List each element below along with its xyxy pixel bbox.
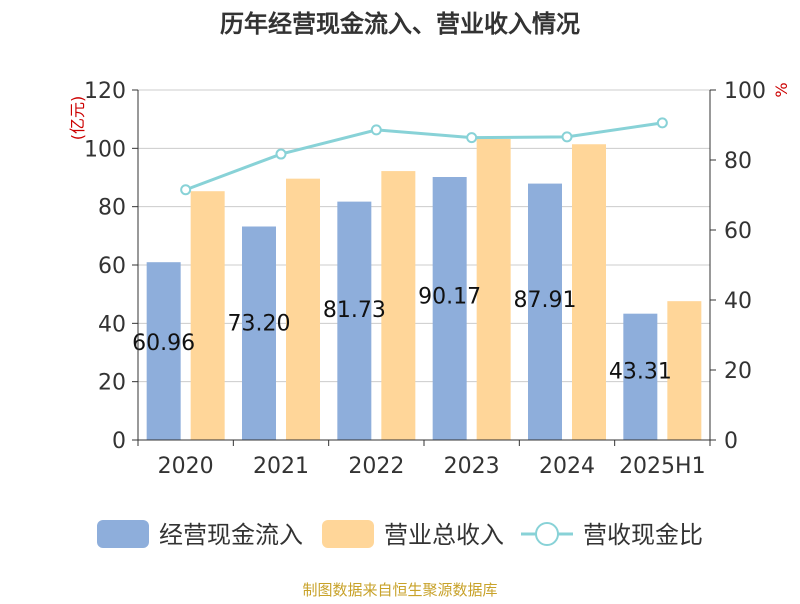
legend-swatch [322, 520, 374, 548]
bar-data-label: 87.91 [514, 288, 577, 313]
cash-inflow-bar [242, 226, 276, 440]
y-left-tick-label: 20 [98, 371, 126, 396]
x-tick-label: 2024 [539, 454, 595, 479]
bar-data-label: 81.73 [323, 298, 386, 323]
y-left-tick-label: 80 [98, 196, 126, 221]
revenue-bar [572, 144, 606, 440]
legend: 经营现金流入 营业总收入 营收现金比 [97, 520, 703, 549]
cash-inflow-bar [146, 262, 181, 440]
cash-inflow-bar [432, 177, 467, 441]
bar-data-label: 73.20 [228, 312, 291, 337]
ratio-line [180, 117, 668, 196]
data-labels: 60.96 73.20 81.73 90.17 87.91 43.31 [132, 284, 672, 384]
revenue-bar [190, 191, 225, 440]
bars [146, 139, 702, 441]
ratio-line-path [185, 121, 663, 192]
x-tick-label: 2022 [348, 454, 404, 479]
y-right-tick-label: 0 [724, 429, 738, 454]
source-note: 制图数据来自恒生聚源数据库 [302, 581, 497, 599]
cash-inflow-bar [623, 313, 658, 440]
legend-label: 营收现金比 [583, 521, 703, 549]
legend-label: 营业总收入 [384, 521, 504, 549]
x-tick-label: 2020 [158, 454, 214, 479]
y-left-tick-label: 100 [84, 137, 126, 162]
y-left-unit-label: (亿元) [68, 96, 87, 141]
bar-data-label: 60.96 [132, 331, 195, 356]
legend-label: 经营现金流入 [159, 521, 303, 549]
y-left-tick-label: 40 [98, 312, 126, 337]
legend-line-marker [535, 522, 559, 546]
revenue-bar [476, 139, 511, 440]
legend-swatch [97, 520, 149, 548]
y-left-tick-label: 120 [84, 79, 126, 104]
revenue-bar [381, 171, 416, 441]
y-right-tick-label: 60 [724, 219, 752, 244]
y-right-tick-label: 80 [724, 149, 752, 174]
y-right-tick-label: 100 [724, 79, 766, 104]
cash-inflow-bar [337, 201, 372, 440]
revenue-bar [286, 178, 320, 440]
bar-data-label: 43.31 [609, 360, 672, 385]
x-tick-label: 2025H1 [619, 454, 706, 479]
bar-data-label: 90.17 [418, 284, 481, 309]
axes: 0 20 40 60 80 100 120 0 20 40 60 80 100 2020 2021 2022 2… [68, 79, 791, 479]
ratio-point [466, 132, 478, 144]
x-tick-label: 2023 [444, 454, 500, 479]
y-right-unit-label: % [772, 82, 791, 97]
y-left-tick-label: 60 [98, 254, 126, 279]
ratio-point [180, 184, 192, 196]
ratio-point [656, 117, 668, 129]
ratio-point [370, 124, 382, 136]
y-right-tick-label: 40 [724, 289, 752, 314]
cash-inflow-bar [528, 183, 562, 441]
ratio-point [275, 148, 287, 160]
x-tick-label: 2021 [253, 454, 309, 479]
revenue-bar [667, 301, 702, 440]
y-left-tick-label: 0 [112, 429, 126, 454]
chart-title: 历年经营现金流入、营业收入情况 [220, 10, 580, 38]
y-right-tick-label: 20 [724, 359, 752, 384]
gridlines [138, 89, 710, 383]
ratio-point [561, 131, 573, 143]
